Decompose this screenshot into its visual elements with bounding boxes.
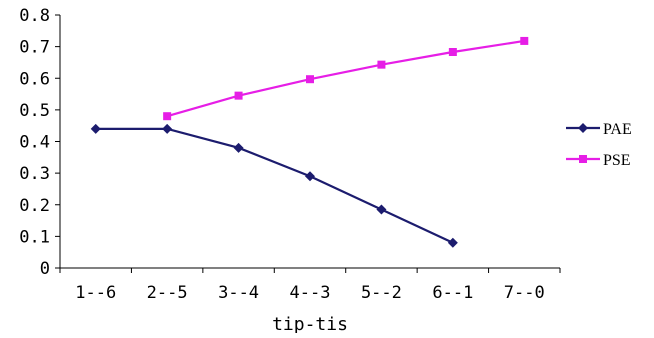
- legend-marker-pse: [579, 155, 587, 163]
- y-tick-label: 0.8: [19, 6, 50, 26]
- x-tick-label: 3--4: [218, 283, 259, 303]
- x-tick-label: 7--0: [504, 283, 545, 303]
- data-point-pae: [162, 123, 173, 134]
- data-point-pse: [377, 60, 386, 69]
- x-tick-label: 6--1: [432, 283, 473, 303]
- data-point-pae: [90, 123, 101, 134]
- data-point-pse: [448, 48, 457, 57]
- tick-labels: 0 0.1 0.2 0.3 0.4 0.5 0.6 0.7 0.8 1--6 2--5 3--4 4--…: [19, 6, 544, 303]
- x-tick-label: 5--2: [361, 283, 402, 303]
- data-point-pae: [233, 142, 244, 153]
- y-tick-label: 0.5: [19, 101, 50, 121]
- legend-item-pae: PAE: [566, 121, 632, 138]
- data-point-pae: [376, 204, 387, 215]
- legend-label-pae: PAE: [603, 121, 632, 138]
- data-point-pse: [520, 36, 529, 45]
- series-line-pse: [166, 39, 525, 118]
- legend-marker-pae: [578, 123, 588, 133]
- legend: PAE PSE: [566, 121, 632, 169]
- y-tick-label: 0.4: [19, 133, 50, 153]
- series-pse: [163, 36, 529, 121]
- y-tick-label: 0.3: [19, 164, 50, 184]
- y-tick-label: 0: [40, 259, 50, 279]
- y-tick-label: 0.1: [19, 227, 50, 247]
- data-point-pse: [163, 112, 172, 121]
- y-tick-label: 0.7: [19, 38, 50, 58]
- y-tick-label: 0.2: [19, 196, 50, 216]
- legend-item-pse: PSE: [566, 152, 631, 169]
- x-tick-label: 4--3: [290, 283, 331, 303]
- axes: [55, 14, 561, 273]
- data-point-pse: [306, 75, 314, 84]
- x-axis-title: tip-tis: [272, 314, 348, 333]
- data-point-pae: [305, 171, 315, 182]
- x-tick-label: 1--6: [75, 283, 116, 303]
- series-pae: [90, 123, 458, 248]
- x-tick-label: 2--5: [147, 283, 188, 303]
- y-tick-label: 0.6: [19, 69, 50, 89]
- series-lines: [90, 36, 529, 248]
- series-line-pae: [95, 127, 454, 244]
- legend-label-pse: PSE: [603, 152, 631, 169]
- data-point-pae: [447, 237, 458, 248]
- data-point-pse: [234, 91, 243, 100]
